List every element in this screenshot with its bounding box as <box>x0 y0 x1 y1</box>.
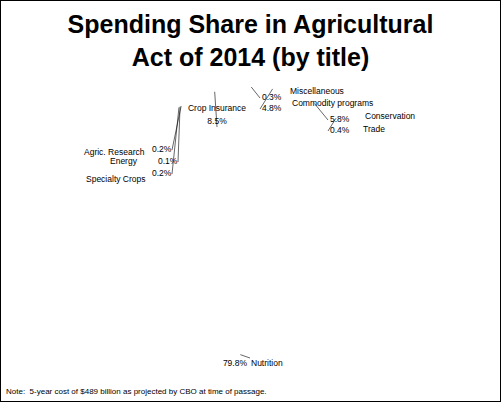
category-label: Conservation <box>365 111 415 121</box>
category-label: Energy <box>110 156 138 166</box>
category-label: Nutrition <box>251 358 283 368</box>
leader-line <box>314 104 328 120</box>
data-label: 0.2% <box>152 168 172 178</box>
data-label: 0.3% <box>262 92 282 102</box>
labels: 0.3%Miscellaneous4.8%Commodity programs5… <box>84 86 415 368</box>
leader-line <box>172 106 181 150</box>
title-line: Spending Share in Agricultural <box>68 10 434 38</box>
data-label: 0.4% <box>330 125 350 135</box>
slice <box>182 87 250 221</box>
slice <box>116 108 384 355</box>
category-label: Agric. Research <box>84 147 145 157</box>
category-label: Crop Insurance <box>188 103 246 113</box>
slice <box>178 107 250 221</box>
slice <box>250 87 253 221</box>
category-label: Commodity programs <box>292 98 373 108</box>
category-label: Specialty Crops <box>86 174 146 184</box>
leader-line <box>251 87 260 98</box>
pie <box>116 87 384 355</box>
slice <box>250 94 335 221</box>
data-label: 0.2% <box>152 144 172 154</box>
data-label: 0.1% <box>158 156 178 166</box>
slice <box>250 117 337 221</box>
slice <box>180 106 250 221</box>
background <box>1 1 501 402</box>
slice <box>180 106 250 221</box>
data-label: 4.8% <box>262 103 282 113</box>
title: Spending Share in Agricultural Act of 201… <box>68 10 434 71</box>
category-label: Miscellaneous <box>290 86 344 96</box>
data-label: 79.8% <box>223 358 248 368</box>
title-line: Act of 2014 (by title) <box>132 43 370 71</box>
data-label: 8.5% <box>207 116 227 126</box>
slice <box>250 87 292 221</box>
category-label: Trade <box>363 124 385 134</box>
note: Note: 5-year cost of $489 billion as pro… <box>6 387 267 396</box>
chart: Spending Share in Agricultural Act of 201… <box>0 0 501 402</box>
